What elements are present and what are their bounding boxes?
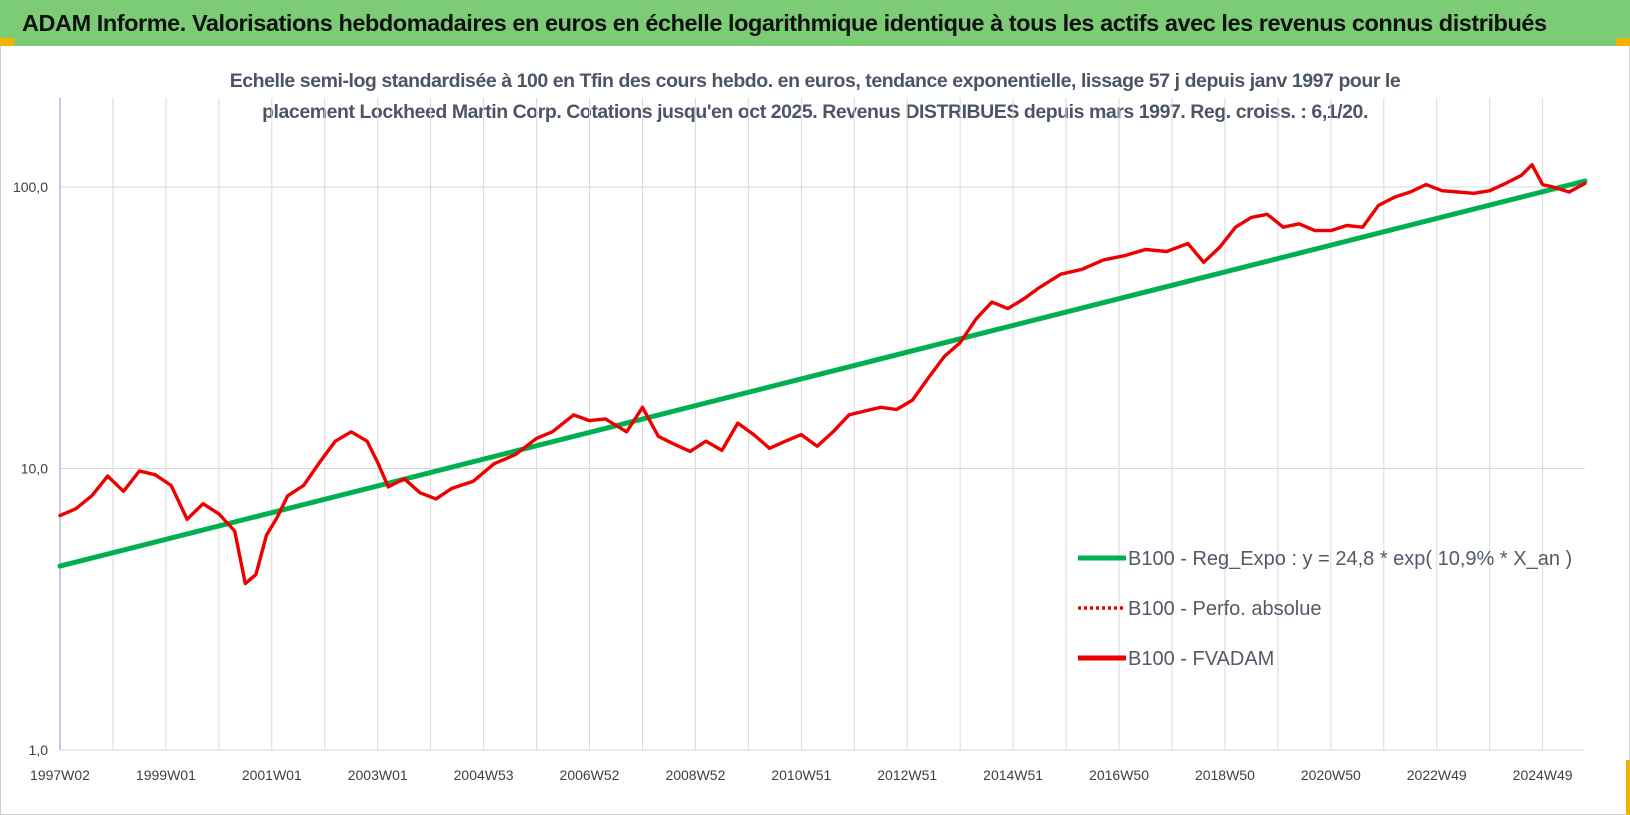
x-tick-label: 2004W53 xyxy=(454,767,514,783)
trend-line xyxy=(57,178,1588,569)
x-tick-label: 2006W52 xyxy=(560,767,620,783)
page-title: ADAM Informe. Valorisations hebdomadaire… xyxy=(22,10,1547,36)
legend-label: B100 - Perfo. absolue xyxy=(1128,598,1321,620)
x-tick-label: 2003W01 xyxy=(348,767,408,783)
x-tick-label: 1999W01 xyxy=(136,767,196,783)
x-tick-label: 2016W50 xyxy=(1089,767,1149,783)
x-tick-label: 2008W52 xyxy=(665,767,725,783)
gridlines xyxy=(59,98,1585,751)
edge-marker-right xyxy=(1626,760,1630,815)
chart-title-line-2: placement Lockheed Martin Corp. Cotation… xyxy=(262,101,1368,123)
y-tick-label: 10,0 xyxy=(21,461,48,477)
legend-label: B100 - Reg_Expo : y = 24,8 * exp( 10,9% … xyxy=(1128,548,1572,570)
series-lines xyxy=(57,162,1588,586)
legend: B100 - Reg_Expo : y = 24,8 * exp( 10,9% … xyxy=(1078,548,1572,670)
y-tick-label: 1,0 xyxy=(29,742,49,758)
x-tick-label: 2010W51 xyxy=(771,767,831,783)
x-tick-label: 2020W50 xyxy=(1301,767,1361,783)
title-banner: ADAM Informe. Valorisations hebdomadaire… xyxy=(0,0,1630,46)
legend-label: B100 - FVADAM xyxy=(1128,648,1274,670)
chart-title-line-1: Echelle semi-log standardisée à 100 en T… xyxy=(229,70,1401,92)
axis-ticks: 1,0 10,0 100,0 1997W02 1999W01 2001W01 2003W01… xyxy=(13,179,1573,783)
corner-marker-left xyxy=(0,38,14,46)
x-tick-label: 2018W50 xyxy=(1195,767,1255,783)
y-tick-label: 100,0 xyxy=(13,179,48,195)
x-tick-label: 2001W01 xyxy=(242,767,302,783)
corner-marker-right xyxy=(1616,38,1630,46)
x-tick-label: 2024W49 xyxy=(1513,767,1573,783)
fvadam-line xyxy=(58,162,1587,586)
x-tick-label: 2014W51 xyxy=(983,767,1043,783)
x-tick-label: 2012W51 xyxy=(877,767,937,783)
x-tick-label: 2022W49 xyxy=(1407,767,1467,783)
x-tick-label: 1997W02 xyxy=(30,767,90,783)
